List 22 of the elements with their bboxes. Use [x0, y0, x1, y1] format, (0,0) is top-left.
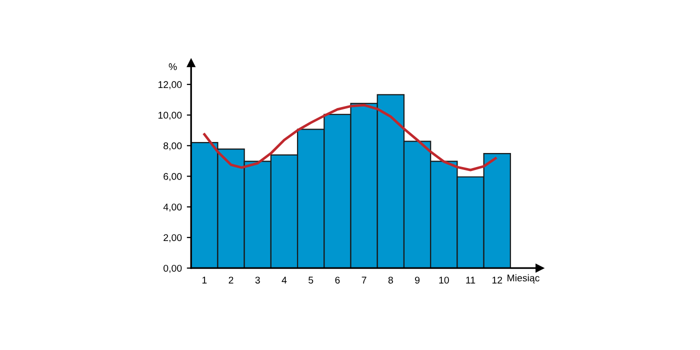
x-tick-label: 4 [282, 276, 287, 284]
y-tick-label: 6,00 [164, 173, 182, 182]
x-tick-label: 2 [228, 276, 234, 284]
y-tick-label: 12,00 [158, 81, 182, 90]
y-axis-title: % [168, 63, 177, 70]
x-tick-label: 9 [415, 276, 420, 284]
y-tick-label: 2,00 [164, 234, 182, 242]
x-tick-label: 5 [308, 276, 314, 284]
y-tick-label: 4,00 [163, 204, 182, 212]
x-axis-title: Miesiąc [508, 274, 540, 284]
x-tick-label: 10 [439, 276, 449, 284]
x-tick-label: 11 [466, 276, 476, 284]
y-tick-label: 0,00 [164, 264, 182, 273]
x-tick-label: 3 [255, 276, 260, 284]
x-tick-label: 12 [492, 276, 502, 284]
x-tick-label: 8 [388, 276, 393, 284]
y-tick-label: 10,00 [158, 112, 182, 120]
x-tick-label: 7 [362, 276, 366, 284]
y-tick-label: 8,00 [164, 142, 182, 150]
x-tick-label: 1 [202, 276, 207, 284]
line-series [203, 104, 497, 172]
x-tick-label: 6 [335, 276, 340, 284]
